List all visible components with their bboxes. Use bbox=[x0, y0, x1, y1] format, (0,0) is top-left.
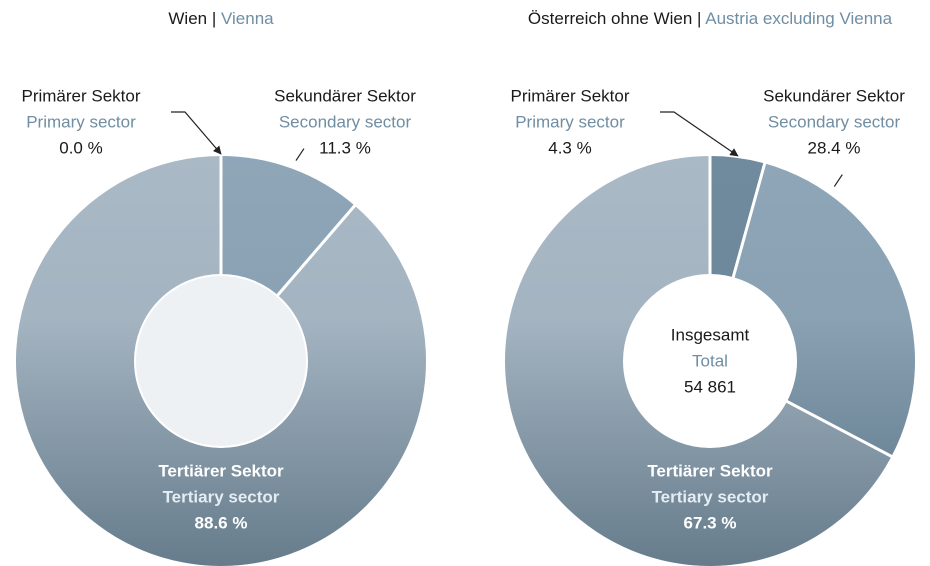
total-label-en: Total bbox=[692, 351, 728, 370]
label-de: Primärer Sektor bbox=[21, 86, 140, 105]
title-en: Vienna bbox=[221, 9, 274, 28]
label-de: Sekundärer Sektor bbox=[274, 86, 416, 105]
data-label: 4.3 % bbox=[548, 138, 591, 157]
title-de: Wien | bbox=[168, 9, 216, 28]
total-value: 54 861 bbox=[684, 377, 736, 396]
title-de: Österreich ohne Wien | bbox=[528, 9, 702, 28]
chart-title: Österreich ohne Wien | Austria excluding… bbox=[528, 9, 893, 28]
label-de: Tertiärer Sektor bbox=[158, 461, 284, 480]
data-label: 67.3 % bbox=[684, 513, 737, 532]
center bbox=[623, 274, 797, 448]
label-en: Secondary sector bbox=[768, 112, 901, 131]
data-label: 11.3 % bbox=[319, 138, 371, 157]
center bbox=[134, 274, 308, 448]
leader bbox=[833, 174, 843, 187]
data-label: 88.6 % bbox=[195, 513, 248, 532]
label-en: Tertiary sector bbox=[652, 487, 769, 506]
label-de: Sekundärer Sektor bbox=[763, 86, 905, 105]
leader bbox=[171, 111, 222, 155]
label-de: Primärer Sektor bbox=[510, 86, 629, 105]
total-label: Insgesamt bbox=[671, 325, 750, 344]
label-en: Tertiary sector bbox=[163, 487, 280, 506]
leader bbox=[295, 148, 305, 161]
label-en: Secondary sector bbox=[279, 112, 412, 131]
data-label: 28.4 % bbox=[808, 138, 861, 157]
leader bbox=[660, 111, 739, 157]
label-de: Tertiärer Sektor bbox=[647, 461, 773, 480]
label-en: Primary sector bbox=[26, 112, 136, 131]
chart-title: Wien | Vienna bbox=[168, 9, 274, 28]
label-en: Primary sector bbox=[515, 112, 625, 131]
title-en: Austria excluding Vienna bbox=[705, 9, 892, 28]
data-label: 0.0 % bbox=[59, 138, 102, 157]
